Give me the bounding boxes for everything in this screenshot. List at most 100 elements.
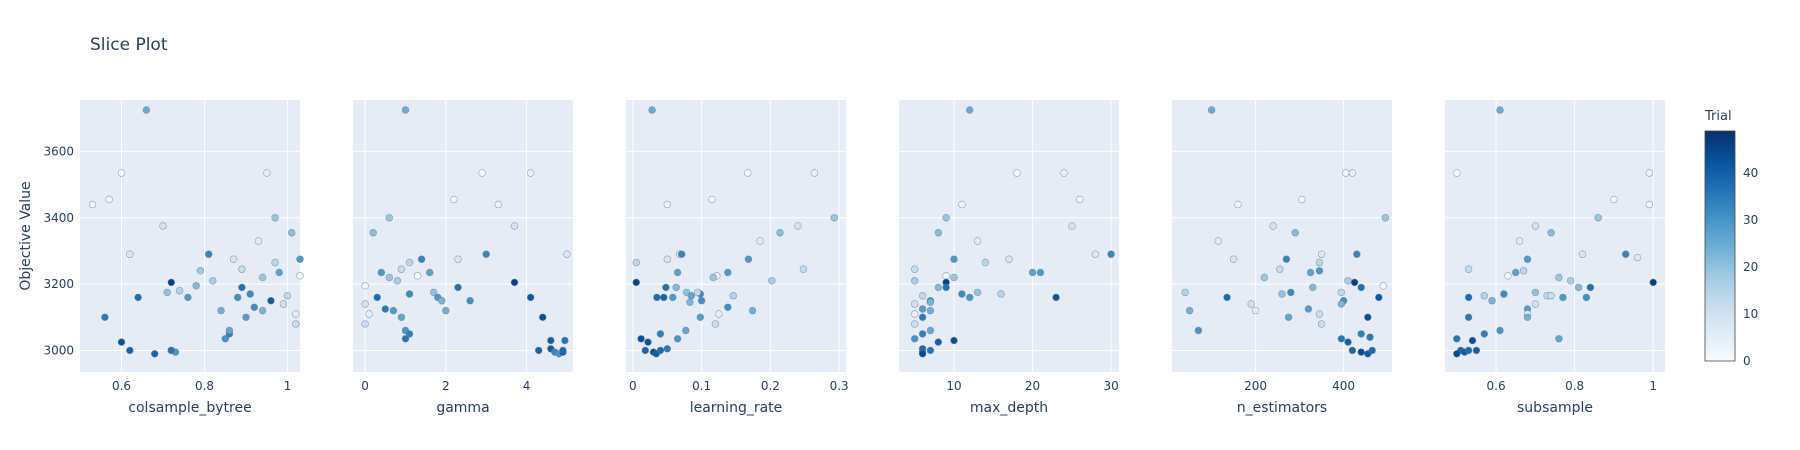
data-point xyxy=(292,320,300,328)
panel-background xyxy=(626,100,846,372)
data-point xyxy=(377,268,385,277)
data-point xyxy=(1214,237,1222,245)
data-point xyxy=(413,272,422,280)
x-axis-label: subsample xyxy=(1517,400,1593,416)
data-point xyxy=(709,273,717,282)
data-point xyxy=(926,346,935,355)
data-point xyxy=(538,313,547,321)
slice-panel-colsample_bytree: 0.6 0.8 1 colsample_bytree 3000 3200 3400 3600 xyxy=(43,100,304,416)
data-point xyxy=(743,169,752,177)
data-point xyxy=(910,300,919,308)
data-point xyxy=(1337,300,1346,308)
data-point xyxy=(238,283,246,292)
data-point xyxy=(510,222,519,230)
data-point xyxy=(656,346,665,355)
data-point xyxy=(934,338,942,346)
data-point xyxy=(687,292,695,300)
data-point xyxy=(373,293,381,302)
data-point xyxy=(686,298,694,306)
data-point xyxy=(910,320,919,328)
data-point xyxy=(159,222,167,230)
x-tick-label: 0 xyxy=(629,379,637,393)
data-point xyxy=(389,306,398,315)
data-point xyxy=(697,297,706,305)
data-point xyxy=(478,169,486,177)
x-axis-label: n_estimators xyxy=(1237,400,1327,416)
data-point xyxy=(1075,195,1084,204)
data-point xyxy=(559,346,567,355)
data-point xyxy=(942,283,950,292)
data-point xyxy=(405,258,414,267)
colorbar-title: Trial xyxy=(1704,109,1732,124)
data-point xyxy=(361,320,369,328)
data-point xyxy=(696,313,704,321)
data-point xyxy=(221,335,230,343)
data-point xyxy=(547,336,555,345)
data-point xyxy=(958,200,966,209)
slice-panel-n_estimators: 200 400 n_estimators xyxy=(1172,100,1392,416)
data-point xyxy=(715,310,723,318)
data-point xyxy=(1582,293,1591,302)
data-point xyxy=(663,200,671,209)
data-point xyxy=(526,293,535,302)
data-point xyxy=(910,265,919,273)
panel-background xyxy=(1445,100,1665,372)
x-axis-label: gamma xyxy=(436,400,489,416)
data-point xyxy=(644,338,652,346)
data-point xyxy=(1496,106,1504,114)
data-point xyxy=(209,277,217,285)
data-point xyxy=(663,255,671,263)
data-point xyxy=(385,214,393,222)
data-point xyxy=(258,306,267,315)
data-point xyxy=(1304,305,1313,313)
data-point xyxy=(1287,288,1295,297)
data-point xyxy=(381,305,389,313)
data-point xyxy=(279,300,288,308)
data-point xyxy=(196,267,205,275)
chart-title: Slice Plot xyxy=(90,35,168,55)
data-point xyxy=(1523,313,1532,321)
x-tick-label: 2 xyxy=(442,379,450,393)
data-point xyxy=(1464,313,1473,321)
data-point xyxy=(656,330,665,338)
data-point xyxy=(1207,106,1216,114)
data-point xyxy=(1234,200,1242,209)
data-point xyxy=(677,250,686,258)
data-point xyxy=(768,277,776,285)
data-point xyxy=(662,283,670,292)
data-point xyxy=(1357,348,1365,356)
data-point xyxy=(401,106,410,114)
data-point xyxy=(973,288,982,297)
data-point xyxy=(454,283,462,292)
data-point xyxy=(660,293,668,302)
data-point xyxy=(1247,300,1255,308)
data-points xyxy=(1453,106,1657,358)
data-point xyxy=(275,268,283,277)
data-point xyxy=(254,237,263,245)
data-point xyxy=(101,313,109,321)
data-point xyxy=(672,283,680,292)
data-point xyxy=(88,200,97,209)
data-point xyxy=(673,335,682,343)
x-tick-label: 400 xyxy=(1332,379,1355,393)
data-point xyxy=(438,297,446,305)
x-tick-label: 0.2 xyxy=(761,379,780,393)
data-point xyxy=(950,273,958,282)
data-point xyxy=(229,255,238,263)
data-point xyxy=(563,250,571,258)
data-point xyxy=(682,326,690,335)
slice-panel-learning_rate: 0 0.1 0.2 0.3 learning_rate xyxy=(626,100,849,416)
data-point xyxy=(534,346,543,355)
data-point xyxy=(934,283,942,292)
data-point xyxy=(1515,237,1524,245)
data-point xyxy=(271,214,279,222)
colorbar-tick-label: 40 xyxy=(1743,166,1758,180)
data-point xyxy=(648,106,656,114)
data-point xyxy=(1480,330,1489,338)
data-point xyxy=(1566,277,1575,285)
y-tick-label: 3400 xyxy=(43,211,74,225)
data-point xyxy=(1357,330,1365,338)
data-point xyxy=(1276,265,1284,273)
data-point xyxy=(1366,333,1374,341)
data-point xyxy=(1315,310,1324,318)
